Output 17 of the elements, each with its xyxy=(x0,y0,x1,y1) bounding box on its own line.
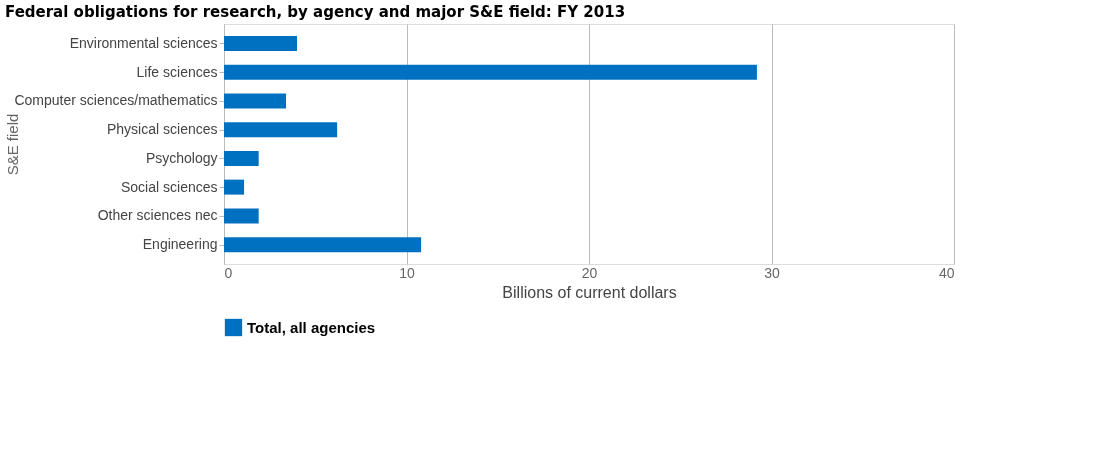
x-tick-label: 30 xyxy=(764,264,780,281)
y-tick-label: Computer sciences/mathematics xyxy=(14,92,218,109)
y-tick-label: Environmental sciences xyxy=(69,34,218,51)
y-tick-label: Psychology xyxy=(145,149,218,166)
y-tick-label: Life sciences xyxy=(136,63,218,80)
chart-title: Federal obligations for research, by agency and major S&E field: FY 2013 xyxy=(5,3,626,21)
y-tick-label: Engineering xyxy=(142,236,218,253)
x-axis-title: Billions of current dollars xyxy=(502,283,677,301)
x-tick-label: 10 xyxy=(399,264,415,281)
y-tick-label: Other sciences nec xyxy=(97,207,218,224)
x-tick-label: 20 xyxy=(581,264,598,281)
x-tick-label: 0 xyxy=(224,264,233,281)
y-tick-label: Social sciences xyxy=(121,178,218,195)
y-axis-title: S&E field xyxy=(3,113,21,176)
legend-label: Total, all agencies xyxy=(247,318,376,336)
y-tick-label: Physical sciences xyxy=(107,121,218,138)
x-tick-label: 40 xyxy=(938,264,955,281)
